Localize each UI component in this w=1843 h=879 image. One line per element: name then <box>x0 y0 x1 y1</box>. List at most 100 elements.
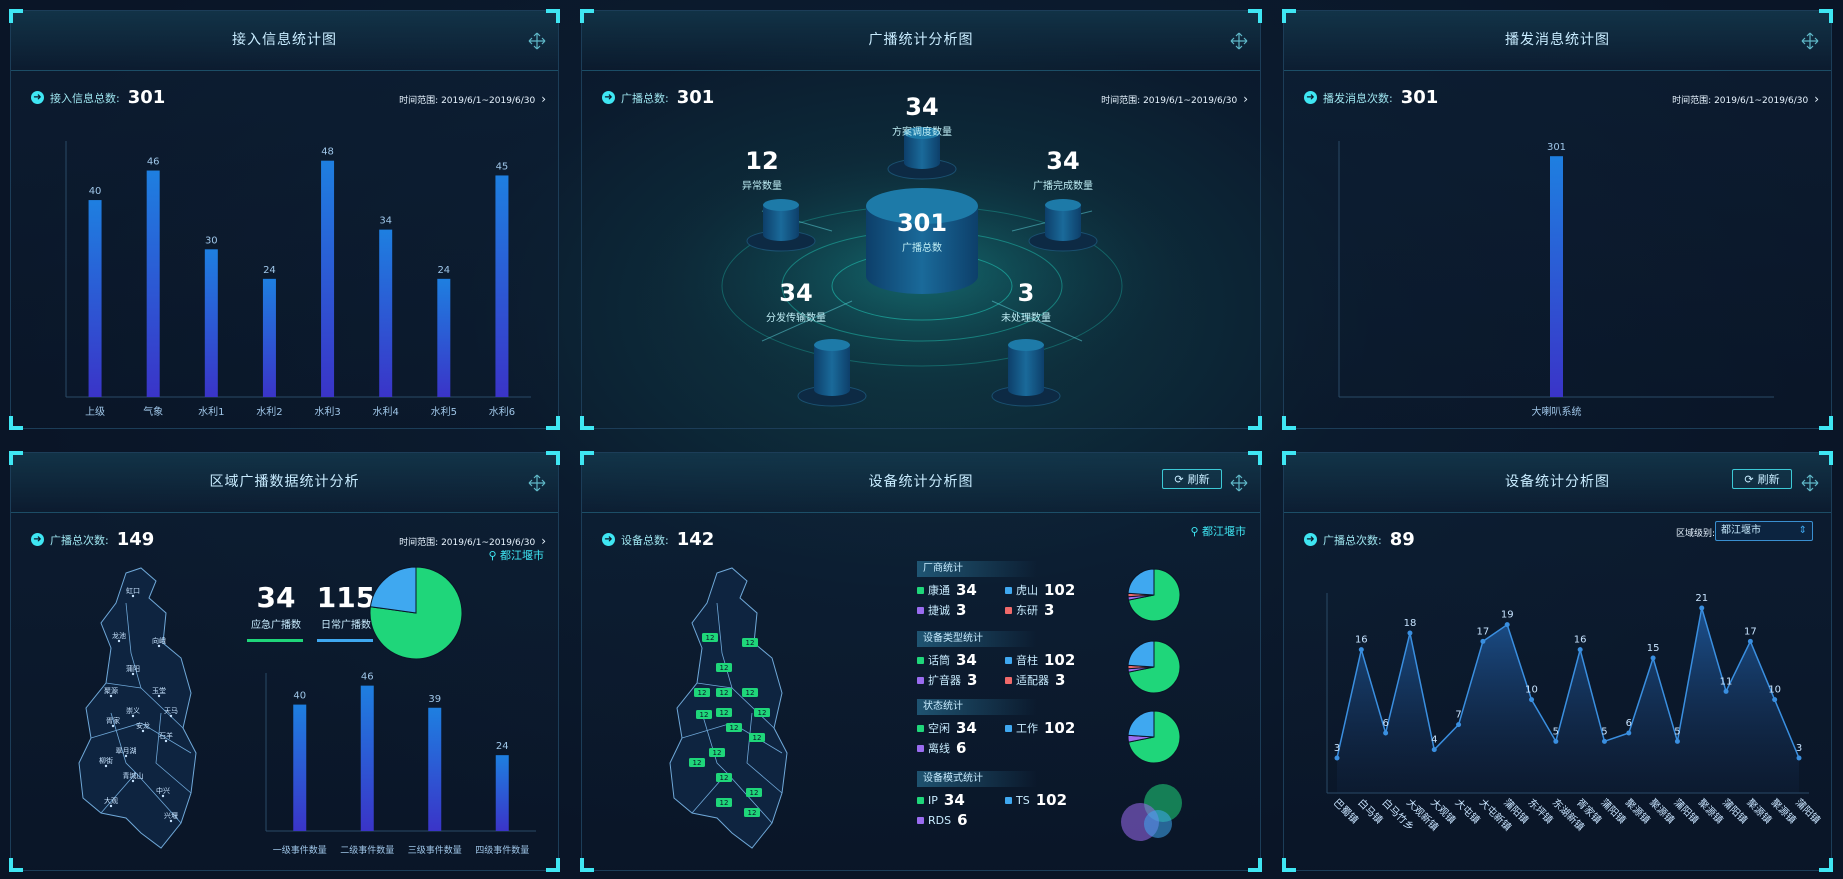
map-badge-label: 12 <box>706 634 715 642</box>
map-badge <box>726 723 742 732</box>
move-icon[interactable] <box>528 32 546 50</box>
bar-chart: 40 上级 46 气象 30 水利1 24 水利2 48 水利3 34 水利4 24 水利5 45 水利6 <box>65 141 531 418</box>
data-label: 17 <box>1477 626 1490 637</box>
chevron-right-icon: › <box>541 92 546 106</box>
stat-daily-value: 115 <box>316 581 376 614</box>
legend-item: 捷诚 3 <box>917 601 966 619</box>
stat-distribution-label: 分发传输数量 <box>766 313 826 324</box>
map-badge-label: 12 <box>720 799 729 807</box>
refresh-button[interactable]: ⟳ 刷新 <box>1732 469 1792 489</box>
legend-item: 音柱 102 <box>1005 651 1075 669</box>
data-label: 18 <box>1404 618 1417 629</box>
map-badge <box>742 688 758 697</box>
location-pin-icon: ⚲ <box>1190 525 1199 538</box>
map-badge <box>716 688 732 697</box>
bar <box>495 755 509 831</box>
legend-label: TS <box>1016 793 1030 807</box>
time-range-text: 时间范围: 2019/6/1~2019/6/30 <box>1101 96 1238 106</box>
move-icon[interactable] <box>1801 32 1819 50</box>
map-badge <box>716 708 732 717</box>
legend-value: 3 <box>1044 601 1055 619</box>
stat-center-value: 301 <box>896 209 948 237</box>
move-icon[interactable] <box>528 474 546 492</box>
map-dot <box>157 694 161 698</box>
legend-item: 工作 102 <box>1005 719 1075 737</box>
panel-header <box>11 11 558 71</box>
legend-label: 捷诚 <box>928 604 950 617</box>
stat-value: 149 <box>116 529 155 550</box>
area-chart: 3巴蜀镇16白马镇6白马竹乡18大观新镇4大观镇7大屯镇17大屯新镇19蒲阳镇1… <box>1326 593 1823 833</box>
bar <box>437 278 451 397</box>
legend-swatch <box>1005 724 1012 732</box>
location[interactable]: ⚲ 都江堰市 <box>488 547 544 563</box>
corner-decoration <box>546 451 560 465</box>
category-label: 水利6 <box>489 406 515 418</box>
bar <box>262 278 276 397</box>
map-region-label: 龙池 <box>112 631 126 640</box>
panel-header <box>582 11 1260 71</box>
location[interactable]: ⚲ 都江堰市 <box>1190 523 1246 539</box>
refresh-icon: ⟳ <box>1174 472 1184 486</box>
move-icon[interactable] <box>1230 32 1248 50</box>
time-range[interactable]: 时间范围: 2019/6/1~2019/6/30 › <box>1672 93 1819 106</box>
legend-item: 空闲 34 <box>917 719 977 737</box>
data-label: 24 <box>437 265 450 276</box>
legend-label: 空闲 <box>928 722 950 735</box>
stat-center: 301 广播总数 <box>862 209 982 254</box>
move-icon[interactable] <box>1230 474 1248 492</box>
data-point <box>1601 738 1607 744</box>
data-point <box>1626 730 1632 736</box>
stat-distribution-value: 34 <box>779 279 813 307</box>
map-badge-label: 12 <box>720 689 729 697</box>
stat-completed-value: 34 <box>1046 147 1080 175</box>
cylinder-top <box>887 127 957 180</box>
legend-item: 离线 6 <box>917 739 966 757</box>
panel-title: 设备统计分析图 <box>1505 474 1610 490</box>
data-label: 3 <box>1334 743 1340 754</box>
stat-center-label: 广播总数 <box>902 243 942 254</box>
time-range[interactable]: 时间范围: 2019/6/1~2019/6/30 › <box>399 93 546 106</box>
time-range[interactable]: 时间范围: 2019/6/1~2019/6/30 › <box>399 535 546 548</box>
category-label: 二级事件数量 <box>340 844 394 856</box>
pie-slice <box>1127 640 1155 668</box>
region-level-select[interactable]: 都江堰市 ⇕ <box>1715 521 1813 541</box>
panel-title: 区域广播数据统计分析 <box>209 474 360 490</box>
map-badge-label: 12 <box>746 639 755 647</box>
stat-unprocessed-value: 3 <box>1017 279 1035 307</box>
map-badge <box>716 773 732 782</box>
data-label: 301 <box>1547 142 1566 153</box>
category-label: 东坪镇 <box>1525 796 1555 826</box>
panel-broadcast-analysis: 广播统计分析图 ➜ 广播总数: 301 时间范围: 2019/6/1~2019/6/… <box>580 9 1262 430</box>
map-badge <box>746 788 762 797</box>
arrow-right-icon: ➜ <box>1304 91 1317 104</box>
data-label: 5 <box>1601 726 1607 737</box>
legend-swatch <box>917 796 924 804</box>
panel-title: 广播统计分析图 <box>868 32 974 48</box>
legend-item: 东研 3 <box>1005 601 1054 619</box>
panel-message-stats: 播发消息统计图 ➜ 播发消息次数: 301 时间范围: 2019/6/1~2019/… <box>1282 9 1833 430</box>
corner-decoration <box>1819 416 1833 430</box>
data-label: 15 <box>1647 643 1660 654</box>
data-label: 19 <box>1501 610 1514 621</box>
legend-value: 3 <box>1055 671 1066 689</box>
data-point <box>1358 647 1364 653</box>
time-range[interactable]: 时间范围: 2019/6/1~2019/6/30 › <box>1101 93 1248 106</box>
data-label: 40 <box>89 186 102 197</box>
stat-daily-bar <box>317 639 373 642</box>
legend-value: 34 <box>956 581 977 599</box>
data-point <box>1383 730 1389 736</box>
move-icon[interactable] <box>1801 474 1819 492</box>
category-label: 三级事件数量 <box>408 844 462 856</box>
stat-abnormal: 12 异常数量 <box>702 147 822 192</box>
map-dot <box>131 594 135 598</box>
legend-label: 音柱 <box>1016 654 1038 667</box>
refresh-button[interactable]: ⟳ 刷新 <box>1162 469 1222 489</box>
corner-decoration <box>1819 451 1833 465</box>
bar <box>293 704 307 831</box>
map-dot <box>141 729 145 733</box>
data-label: 45 <box>496 161 509 172</box>
category-label: 巴蜀镇 <box>1331 796 1361 826</box>
stat-label: 广播总数: <box>621 91 669 105</box>
